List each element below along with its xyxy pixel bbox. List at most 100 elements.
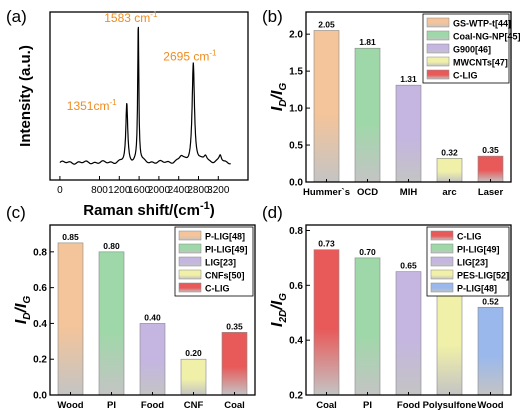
panel-a-y-axis-label: Intensity (a.u.)	[17, 45, 34, 147]
panel-c-bars: 0.85 Wood 0.80 PI 0.40 Food 0.20 CNF 0.35 Coal	[57, 232, 248, 410]
legend-label: GS-WTP-t[44]	[453, 19, 511, 29]
panel-a-x-axis-label: Raman shift/(cm-1)	[83, 200, 214, 219]
x-tick-label: OCD	[357, 187, 378, 198]
x-tick-label: Food	[141, 400, 164, 410]
panel-a-peak-annotation-exp: -1	[109, 98, 117, 107]
panel-a-x-tick-label: 2400	[168, 185, 191, 196]
bar	[354, 257, 381, 396]
panel-b-ylabel-i1: I	[269, 106, 286, 111]
legend-swatch	[178, 256, 202, 267]
bar-value-label: 0.52	[482, 296, 499, 306]
legend-swatch	[178, 230, 202, 241]
panel-a-x-tick-label: 1200	[108, 185, 131, 196]
panel-a-peak-annotation-exp: -1	[209, 49, 217, 58]
panel-a-peak-annotation-exp: -1	[150, 10, 158, 19]
bar-value-label: 1.31	[400, 74, 417, 84]
panel-a-x-tick-label: 800	[91, 185, 108, 196]
x-tick-label: PI	[107, 400, 116, 410]
y-tick-label: 0.0	[289, 178, 303, 189]
bar	[477, 155, 504, 183]
bar-value-label: 0.70	[359, 247, 376, 257]
panel-b-ylabel-sub2: G	[278, 83, 289, 91]
legend-swatch	[430, 256, 454, 267]
bar	[477, 306, 504, 396]
panel-a-x-tick-label: 2800	[187, 185, 210, 196]
bar	[57, 242, 84, 396]
bar	[313, 30, 340, 183]
legend-label: PI-LIG[49]	[205, 245, 248, 255]
panel-a-peak-annotation-text: 2695 cm	[163, 50, 209, 64]
legend-swatch	[178, 282, 202, 293]
legend-label: Coal-NG-NP[45]	[453, 32, 521, 42]
y-tick-label: 0.5	[289, 141, 303, 152]
panel-c-ylabel-i1: I	[13, 319, 30, 324]
panel-b-ylabel-sub1: D	[278, 99, 289, 106]
raman-spectrum-line	[59, 26, 231, 165]
bar	[221, 332, 248, 396]
panel-a-x-tick-label: 1600	[128, 185, 151, 196]
panel-d-ylabel-sub1: 2D	[278, 310, 289, 324]
bar	[313, 249, 340, 396]
y-tick-label: 1.5	[289, 67, 303, 78]
panel-d-ylabel-mid: /I	[269, 300, 286, 310]
panel-d-label: (d)	[262, 203, 283, 222]
y-tick-label: 0.2	[33, 355, 47, 366]
x-tick-label: arc	[442, 187, 456, 198]
bar	[436, 158, 463, 183]
panel-a-x-tick-label: 0	[57, 185, 63, 196]
panel-d-plot-frame	[305, 224, 512, 396]
panel-a-label: (a)	[6, 7, 27, 26]
bar	[139, 323, 166, 396]
panel-a-x-axis-label-close: )	[210, 202, 215, 219]
x-tick-label: Polysulfone	[423, 400, 477, 410]
panel-b-y-ticks: 0.0 0.5 1.0 1.5 2.0	[289, 30, 310, 189]
panel-c-label: (c)	[6, 203, 26, 222]
panel-b-bars: 2.05 Hummer`s 1.81 OCD 1.31 MIH 0.32 arc 0.35 Las…	[303, 19, 503, 198]
y-tick-label: 0.4	[289, 336, 303, 347]
panel-a-peak-annotation-text: 1583 cm	[104, 11, 150, 25]
legend-label: LIG[23]	[205, 258, 236, 268]
panel-a-plot-frame	[49, 11, 249, 181]
bar-value-label: 0.35	[226, 321, 243, 331]
panel-d-y-ticks: 0.2 0.4 0.6 0.8	[289, 226, 310, 402]
panel-d-ylabel-i1: I	[269, 322, 286, 327]
y-tick-label: 0.8	[289, 226, 303, 237]
y-tick-label: 0.6	[33, 283, 47, 294]
panel-b-plot-frame	[305, 11, 512, 183]
panel-d-bars: 0.73Coal0.70PI0.65Food0.60Polysulfone0.5…	[313, 239, 504, 410]
x-tick-label: PI	[363, 400, 372, 410]
y-tick-label: 1.0	[289, 104, 303, 115]
panel-a-peak-annotation-text: 1351cm	[67, 99, 110, 113]
x-tick-label: Wood	[57, 400, 83, 410]
legend-swatch	[430, 269, 454, 280]
bar-value-label: 0.85	[62, 232, 79, 242]
legend-swatch	[426, 69, 450, 80]
panel-c-id-ig-bars: (c) 0.0 0.2 0.4 0.6 0.8 0.85 Wood 0.80 PI 0.40 Fo…	[6, 203, 256, 410]
panel-c-ylabel-sub2: G	[22, 296, 33, 304]
bar	[395, 84, 422, 183]
legend-label: P-LIG[48]	[457, 284, 497, 294]
panel-b-y-axis-label: ID/IG	[269, 83, 289, 112]
legend-swatch	[426, 30, 450, 41]
panel-c-ylabel-mid: /I	[13, 303, 30, 313]
bar-value-label: 0.20	[185, 348, 202, 358]
legend-swatch	[430, 230, 454, 241]
x-tick-label: Hummer`s	[303, 187, 350, 198]
panel-c-legend: P-LIG[48] PI-LIG[49] LIG[23] CNFs[50] C-LIG	[174, 226, 254, 297]
y-tick-label: 2.0	[289, 30, 303, 41]
x-tick-label: Coal	[224, 400, 245, 410]
panel-d-ylabel-sub2: G	[278, 293, 289, 301]
y-tick-label: 0.0	[33, 391, 47, 402]
legend-swatch	[426, 17, 450, 28]
legend-label: G900[46]	[453, 45, 491, 55]
panel-a-x-axis-label-base: Raman shift/(cm	[83, 202, 200, 219]
panel-c-ylabel-sub1: D	[22, 312, 33, 319]
legend-swatch	[178, 269, 202, 280]
panel-a-peak-annotation: 2695 cm-1	[163, 49, 217, 64]
legend-swatch	[430, 243, 454, 254]
bar	[180, 358, 207, 396]
y-tick-label: 0.8	[33, 247, 47, 258]
